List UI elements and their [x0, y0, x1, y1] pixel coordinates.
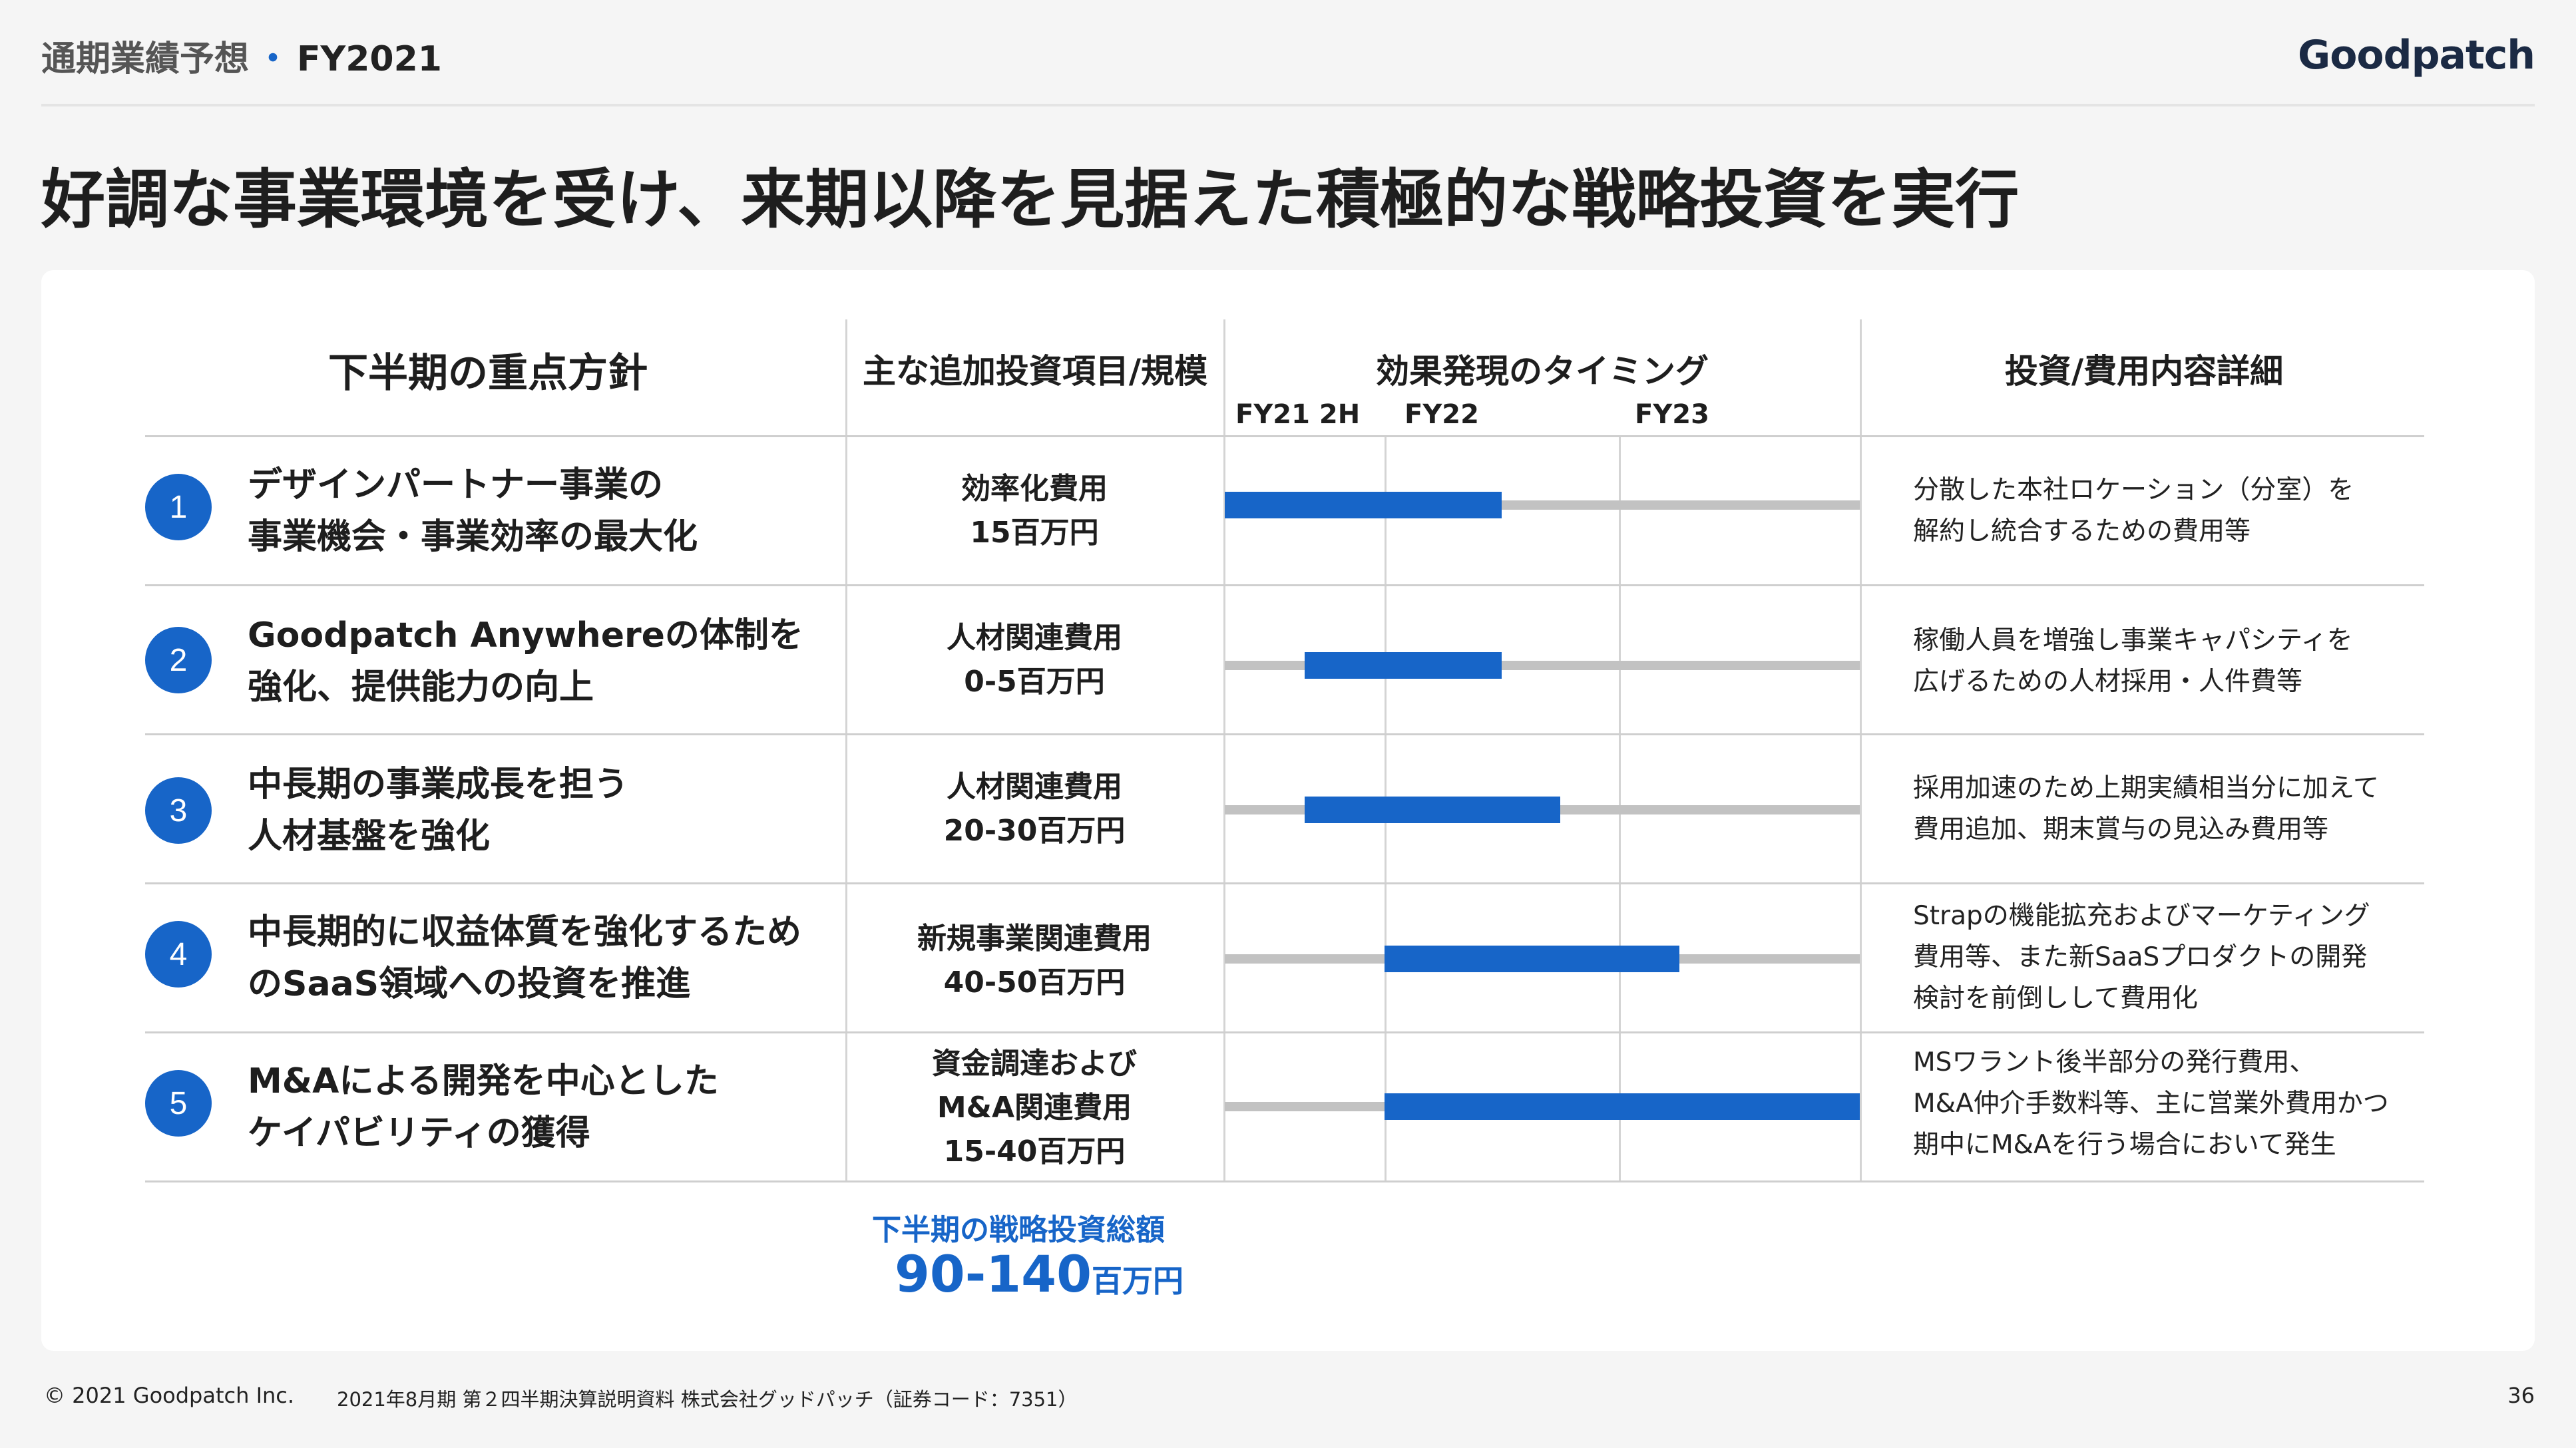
row-number-badge: 3	[145, 777, 212, 844]
divider-investment-timing	[1223, 319, 1225, 1182]
footer-source: 2021年8月期 第２四半期決算説明資料 株式会社グッドパッチ（証券コード：73…	[337, 1388, 1078, 1411]
footer-copyright: © 2021 Goodpatch Inc.	[44, 1383, 295, 1408]
header-divider	[41, 104, 2535, 106]
header-separator: ・	[256, 39, 291, 79]
row-divider	[145, 733, 2424, 735]
investment-item: 人材関連費用 0-5百万円	[947, 621, 1122, 699]
col-header-details: 投資/費用内容詳細	[2004, 352, 2284, 391]
timing-bar	[1305, 797, 1560, 823]
detail-text: Strapの機能拡充およびマーケティング 費用等、また新SaaSプロダクトの開発検…	[1913, 901, 2370, 1013]
slide-title: 好調な事業環境を受け、来期以降を見据えた積極的な戦略投資を実行	[41, 162, 2020, 237]
policy-text: 中長期の事業成長を担う 人材基盤を強化	[248, 765, 629, 856]
policy-text: Goodpatch Anywhereの体制を 強化、提供能力の向上	[248, 616, 803, 707]
policy-text: M&Aによる開発を中心とした ケイパビリティの獲得	[248, 1061, 719, 1153]
tick-fy23: FY23	[1635, 399, 1709, 430]
row-divider	[145, 1031, 2424, 1033]
row-divider	[145, 1180, 2424, 1182]
col-header-policy: 下半期の重点方針	[328, 350, 648, 397]
total-investment-label: 下半期の戦略投資総額	[872, 1213, 1165, 1247]
detail-text: 分散した本社ロケーション（分室）を 解約し統合するための費用等	[1913, 475, 2354, 546]
investment-item: 新規事業関連費用 40-50百万円	[917, 922, 1152, 999]
policy-text: デザインパートナー事業の 事業機会・事業効率の最大化	[248, 465, 698, 557]
total-amount: 90-140	[895, 1244, 1092, 1304]
col-header-timing: 効果発現のタイミング	[1376, 352, 1709, 391]
row-divider	[145, 882, 2424, 884]
total-investment-value: 90-140百万円	[895, 1244, 1183, 1304]
timing-bar	[1385, 1093, 1860, 1120]
timing-bar	[1305, 652, 1502, 679]
section-label: 通期業績予想	[41, 39, 250, 79]
goodpatch-logo: Goodpatch	[2297, 32, 2535, 79]
col-header-investment: 主な追加投資項目/規模	[862, 352, 1208, 391]
divider-timing-details	[1860, 319, 1862, 1182]
row-divider	[145, 584, 2424, 586]
policy-text: 中長期的に収益体質を強化するため のSaaS領域への投資を推進	[248, 912, 802, 1004]
total-unit: 百万円	[1091, 1263, 1183, 1299]
page-header: 通期業績予想・ FY2021	[41, 31, 442, 81]
investment-item: 人材関連費用 20-30百万円	[943, 770, 1126, 848]
divider-policy-investment	[845, 319, 847, 1182]
timing-bar	[1225, 492, 1502, 518]
investment-item: 資金調達および M&A関連費用 15-40百万円	[932, 1047, 1137, 1169]
row-number-badge: 5	[145, 1070, 212, 1137]
row-number-badge: 2	[145, 627, 212, 693]
detail-text: 採用加速のため上期実績相当分に加えて 費用追加、期末賞与の見込み費用等	[1913, 773, 2380, 844]
row-number-badge: 1	[145, 474, 212, 540]
detail-text: 稼働人員を増強し事業キャパシティを 広げるための人材採用・人件費等	[1913, 626, 2353, 697]
tick-fy22: FY22	[1404, 399, 1479, 430]
row-number-badge: 4	[145, 921, 212, 988]
row-divider	[145, 435, 2424, 437]
timing-bar	[1385, 946, 1679, 972]
tick-fy21-2h: FY21 2H	[1235, 399, 1361, 430]
page-number: 36	[2507, 1383, 2535, 1408]
investment-item: 効率化費用 15百万円	[961, 472, 1108, 550]
detail-text: MSワラント後半部分の発行費用、 M&A仲介手数料等、主に営業外費用かつ 期中にM&…	[1913, 1047, 2389, 1160]
fiscal-year-label: FY2021	[297, 39, 442, 79]
